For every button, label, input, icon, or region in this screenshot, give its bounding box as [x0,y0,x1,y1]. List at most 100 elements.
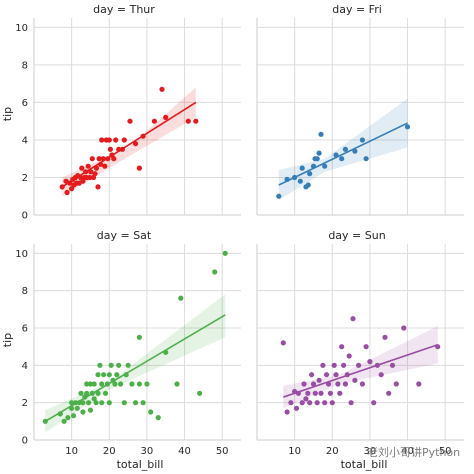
panel-title: day = Thur [93,3,155,16]
x-tick-label: 10 [288,446,301,457]
y-tick-label: 8 [22,286,28,297]
data-point [93,400,99,406]
panel-thur: day = Thur 0 2 4 6 8 10 [15,3,241,222]
data-point [85,163,91,169]
data-point [144,381,150,387]
x-tick-label: 20 [326,446,339,457]
data-point [80,409,86,415]
x-tick-label: 30 [364,446,377,457]
data-point [386,390,392,396]
data-point [363,344,369,350]
data-point [378,372,384,378]
x-tick-label: 50 [216,446,229,457]
panel-title: day = Sat [97,229,152,242]
data-point [133,400,139,406]
data-point [316,377,322,383]
data-point [129,381,135,387]
data-point [316,150,322,156]
data-point [288,400,294,406]
data-point [299,400,305,406]
data-point [136,334,142,340]
data-point [339,156,345,162]
data-point [322,163,328,169]
y-tick-label: 2 [22,173,28,184]
data-point [159,86,165,92]
data-point [309,372,315,378]
data-point [106,372,112,378]
data-point [185,118,191,124]
data-point [64,189,70,196]
data-point [163,114,169,120]
data-point [99,381,105,387]
data-point [310,381,317,387]
data-point [401,325,407,331]
plot-area [257,18,464,215]
data-point [74,405,80,411]
x-tick-label: 30 [141,446,154,457]
data-point [416,381,422,387]
data-point [371,400,377,406]
y-axis-label: tip [1,107,14,121]
panel-fri: day = Fri [256,3,464,216]
data-point [212,269,218,275]
data-point [342,381,348,387]
data-point [125,362,131,368]
data-point [335,381,341,387]
data-point [352,377,358,383]
confidence-band [283,326,438,409]
data-point [70,413,77,419]
data-point [95,372,101,378]
data-point [359,137,365,143]
data-point [65,415,71,421]
data-point [331,362,337,368]
data-point [280,340,286,346]
data-point [342,146,348,152]
data-point [106,137,112,143]
data-point [121,400,127,406]
data-point [305,182,311,188]
confidence-band [45,294,226,433]
panel-title: day = Sun [328,229,385,242]
data-point [61,418,67,424]
data-point [193,118,199,124]
data-point [307,400,313,406]
data-point [133,141,139,147]
data-point [307,171,313,177]
data-point [91,381,97,387]
data-point [356,362,362,368]
data-point [337,390,343,396]
data-point [393,381,399,387]
regression-line [278,122,408,186]
data-point [367,359,373,365]
data-point [333,372,339,378]
x-tick-label: 10 [65,446,78,457]
data-point [348,400,354,406]
data-point [112,381,118,387]
data-point [299,165,305,171]
data-point [99,137,105,143]
data-point [79,165,85,171]
watermark-text: 老刘小哥讲Python [367,445,460,459]
data-point [78,390,84,396]
data-point [314,156,320,162]
data-point [95,184,101,190]
data-point [301,381,307,387]
panel-sun: day = Sun 10 20 30 40 50 [256,229,464,457]
data-point [327,390,333,396]
panel-title: day = Fri [332,3,382,16]
data-point [312,390,318,396]
data-point [99,400,105,406]
data-point [111,156,117,162]
data-point [108,362,114,368]
data-point [106,400,112,406]
data-point [87,381,94,387]
data-point [101,372,107,378]
data-point [284,409,290,415]
y-tick-label: 0 [22,436,28,447]
data-point [96,156,102,162]
data-point [324,372,330,378]
data-point [116,362,122,368]
y-tick-label: 10 [15,23,28,34]
data-point [140,400,146,406]
